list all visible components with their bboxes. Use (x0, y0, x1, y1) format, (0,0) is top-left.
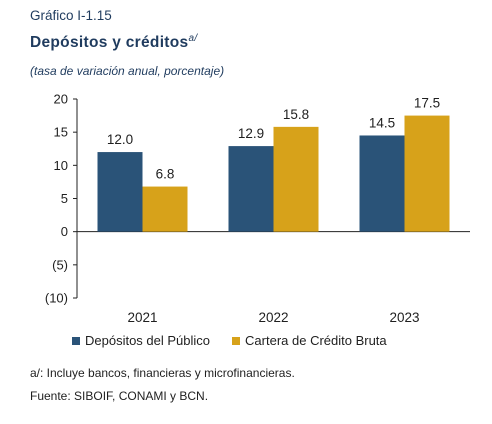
legend-label-deposits: Depósitos del Público (85, 333, 211, 348)
chart-subtitle: (tasa de variación anual, porcentaje) (30, 64, 225, 78)
y-tick-label: 0 (61, 224, 68, 239)
bar-chart: 20 15 10 5 0 (5) (10) 12.0 6.8 2021 12.9 15.8 2022 14… (45, 92, 470, 325)
bar (228, 146, 274, 232)
bar (404, 115, 450, 232)
data-label: 6.8 (156, 167, 175, 182)
data-label: 12.0 (107, 132, 133, 147)
legend-swatch-deposits (72, 336, 80, 345)
legend-item-deposits: Depósitos del Público (72, 333, 210, 348)
bar (97, 152, 143, 232)
x-tick-label: 2023 (389, 310, 419, 325)
x-tick-label: 2021 (127, 310, 157, 325)
figure-label: Gráfico I-1.15 (30, 8, 112, 23)
y-tick-label: 10 (54, 158, 68, 173)
data-label: 14.5 (369, 115, 395, 130)
legend-label-credit: Cartera de Crédito Bruta (245, 333, 387, 348)
data-label: 15.8 (283, 107, 309, 122)
y-tick-label: 15 (54, 125, 68, 140)
y-tick-label: (5) (52, 257, 68, 272)
footnote: a/: Incluye bancos, financieras y microf… (30, 366, 295, 380)
bar (273, 126, 319, 232)
chart-title-text: Depósitos y créditos (30, 34, 189, 52)
data-label: 12.9 (238, 126, 264, 141)
data-label: 17.5 (414, 96, 440, 111)
y-tick-label: 20 (54, 92, 68, 107)
legend-swatch-credit (232, 336, 241, 345)
source-note: Fuente: SIBOIF, CONAMI y BCN. (30, 389, 209, 403)
y-tick-label: 5 (61, 191, 68, 206)
bar (142, 186, 188, 232)
legend: Depósitos del Público Cartera de Crédito… (72, 333, 387, 348)
legend-item-credit: Cartera de Crédito Bruta (232, 333, 387, 348)
title-superscript: a/ (188, 33, 198, 44)
bar (359, 135, 405, 232)
x-tick-label: 2022 (258, 310, 288, 325)
chart-title: Depósitos y créditosa/ (30, 33, 197, 52)
y-tick-label: (10) (45, 291, 68, 306)
